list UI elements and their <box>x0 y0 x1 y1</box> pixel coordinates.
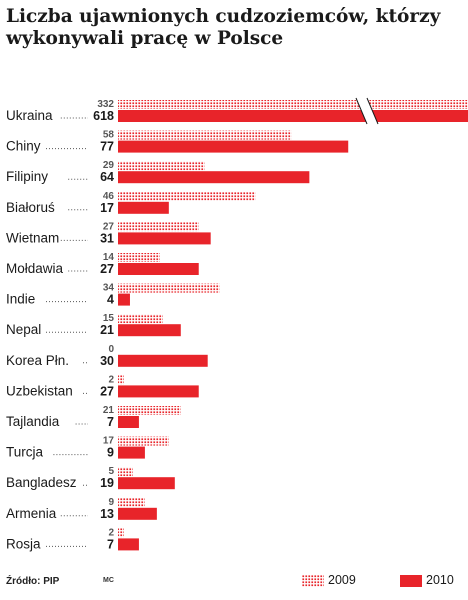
category-label-uzbekistan: Uzbekistan <box>6 383 73 398</box>
value-2010-korea-p-n-: 30 <box>100 354 114 368</box>
value-2010-chiny: 77 <box>100 140 114 154</box>
category-label-korea-p-n-: Korea Płn. <box>6 353 69 368</box>
axis-break-gap <box>356 98 378 124</box>
category-label-nepal: Nepal <box>6 322 41 337</box>
value-2009-mo-dawia: 14 <box>103 252 115 263</box>
bar-2010-indie <box>118 293 130 306</box>
value-2009-bia-oru-: 46 <box>103 191 115 202</box>
value-2009-filipiny: 29 <box>103 160 115 171</box>
bar-2010-wietnam <box>118 232 211 245</box>
value-2009-wietnam: 27 <box>103 221 115 232</box>
category-label-bangladesz: Bangladesz <box>6 475 77 490</box>
value-2009-ukraina: 332 <box>97 99 114 110</box>
bar-2010-rosja <box>118 538 139 551</box>
value-2010-tajlandia: 7 <box>107 415 114 429</box>
legend-label-2010: 2010 <box>426 573 454 587</box>
bar-2009-nepal <box>118 314 163 324</box>
category-label-tajlandia: Tajlandia <box>6 414 60 429</box>
bar-2009-bia-oru- <box>118 191 256 201</box>
value-2010-mo-dawia: 27 <box>100 262 114 276</box>
bar-2009-tajlandia <box>118 406 181 415</box>
category-label-filipiny: Filipiny <box>6 169 48 184</box>
bar-2010-turcja <box>118 446 145 459</box>
bar-2010-mo-dawia <box>118 263 199 275</box>
bar-2009-filipiny <box>118 161 205 171</box>
category-label-armenia: Armenia <box>6 506 57 521</box>
legend-swatch-2009 <box>302 575 324 587</box>
category-label-ukraina: Ukraina <box>6 108 53 123</box>
source-note: Źródło: PIP <box>6 576 60 587</box>
value-2010-nepal: 21 <box>100 323 114 337</box>
value-2010-wietnam: 31 <box>100 231 114 245</box>
category-label-bia-oru-: Białoruś <box>6 200 55 215</box>
bar-2009-chiny <box>118 130 292 140</box>
bar-2010-filipiny <box>118 171 310 184</box>
value-2009-rosja: 2 <box>108 527 114 538</box>
category-label-rosja: Rosja <box>6 536 41 551</box>
value-2010-rosja: 7 <box>107 537 114 551</box>
bar-2010-ukraina <box>118 110 468 122</box>
bar-2010-armenia <box>118 507 157 520</box>
bar-2010-chiny <box>118 140 349 153</box>
value-2009-turcja: 17 <box>103 436 115 447</box>
chart-title: Liczba ujawnionych cudzoziemców, którzy … <box>6 6 441 49</box>
category-label-chiny: Chiny <box>6 139 41 154</box>
category-label-turcja: Turcja <box>6 445 43 460</box>
legend-label-2009: 2009 <box>328 573 356 587</box>
value-2010-ukraina: 618 <box>93 109 114 123</box>
author-credit: MC <box>103 577 114 584</box>
bar-2009-armenia <box>118 497 145 507</box>
bar-2010-uzbekistan <box>118 385 199 398</box>
bar-2009-uzbekistan <box>118 375 124 385</box>
value-2009-bangladesz: 5 <box>108 466 114 477</box>
value-2010-uzbekistan: 27 <box>100 384 114 398</box>
legend-swatch-2010 <box>400 575 422 587</box>
bar-2009-bangladesz <box>118 467 133 477</box>
bar-2009-ukraina <box>118 100 468 109</box>
value-2010-armenia: 13 <box>100 507 114 521</box>
value-2009-korea-p-n-: 0 <box>108 344 114 355</box>
bar-2009-rosja <box>118 528 124 538</box>
axis-break-line-left <box>355 97 368 125</box>
bar-2010-bia-oru- <box>118 201 169 214</box>
value-2010-filipiny: 64 <box>100 170 114 184</box>
value-2009-chiny: 58 <box>103 130 115 141</box>
value-2010-indie: 4 <box>107 293 114 307</box>
value-2009-armenia: 9 <box>108 497 114 508</box>
bar-2010-nepal <box>118 324 181 337</box>
bar-2009-turcja <box>118 436 169 446</box>
bar-2009-indie <box>118 283 220 293</box>
bar-2009-mo-dawia <box>118 253 160 262</box>
value-2009-indie: 34 <box>103 283 115 294</box>
bar-2010-korea-p-n- <box>118 354 208 367</box>
category-label-indie: Indie <box>6 292 35 307</box>
bar-2009-wietnam <box>118 222 199 232</box>
value-2009-uzbekistan: 2 <box>108 374 114 385</box>
value-2009-tajlandia: 21 <box>103 405 115 416</box>
value-2010-bangladesz: 19 <box>100 476 114 490</box>
value-2010-bia-oru-: 17 <box>100 201 114 215</box>
bar-2010-bangladesz <box>118 477 175 490</box>
bar-2010-tajlandia <box>118 416 139 428</box>
value-2009-nepal: 15 <box>103 313 115 324</box>
axis-break-line-right <box>366 97 379 125</box>
value-2010-turcja: 9 <box>107 446 114 460</box>
category-label-mo-dawia: Mołdawia <box>6 261 64 276</box>
category-label-wietnam: Wietnam <box>6 230 59 245</box>
